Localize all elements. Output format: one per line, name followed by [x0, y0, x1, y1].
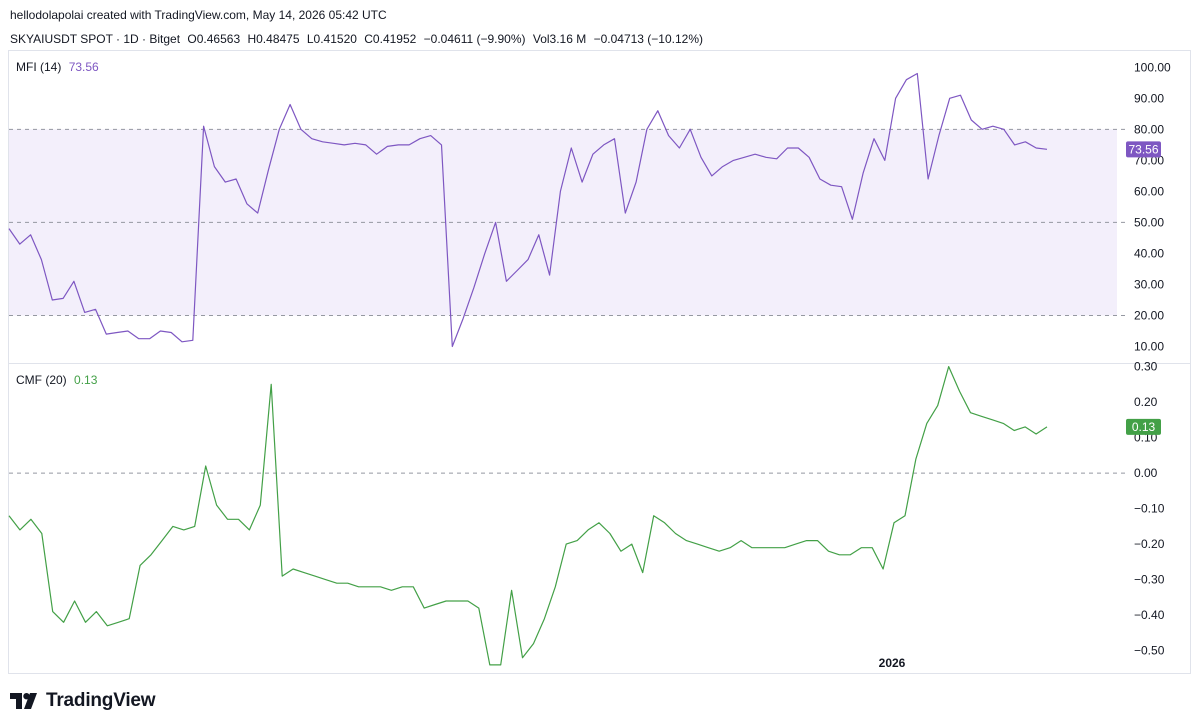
ohlc-close: C0.41952: [364, 32, 417, 46]
mfi-legend-value: 73.56: [68, 60, 99, 74]
cmf-y-tick-label-1: 0.20: [1134, 395, 1158, 409]
cmf-legend-value: 0.13: [74, 373, 98, 387]
chart-credit: hellodolapolai created with TradingView.…: [10, 8, 387, 22]
mfi-y-tick-label-0: 100.00: [1134, 60, 1171, 74]
symbol-info-bar: SKYAIUSDT SPOT · 1D · Bitget O0.46563 H0…: [10, 32, 707, 46]
mfi-y-tick-label-6: 40.00: [1134, 246, 1164, 260]
mfi-y-tick-label-2: 80.00: [1134, 122, 1164, 136]
ohlc-high: H0.48475: [247, 32, 300, 46]
mfi-y-tick-label-4: 60.00: [1134, 184, 1164, 198]
cmf-y-tick-label-3: 0.00: [1134, 466, 1158, 480]
mfi-y-tick-label-9: 10.00: [1134, 339, 1164, 353]
mfi-y-tick-label-8: 20.00: [1134, 308, 1164, 322]
cmf-y-tick-label-8: −0.50: [1134, 644, 1165, 658]
mfi-series-line: [8, 72, 1048, 348]
cmf-y-tick-label-4: −0.10: [1134, 502, 1165, 516]
cmf-legend[interactable]: CMF (20) 0.13: [16, 373, 97, 387]
cmf-y-tick-label-5: −0.20: [1134, 537, 1165, 551]
mfi-last-value-badge: [1126, 141, 1161, 158]
ohlc-low: L0.41520: [306, 32, 357, 46]
mfi-legend-name: MFI (14): [16, 60, 62, 74]
mfi-last-value-text: 73.56: [1128, 142, 1158, 156]
price-change: −0.04611 (−9.90%): [423, 32, 526, 46]
cmf-y-tick-label-7: −0.40: [1134, 608, 1165, 622]
mfi-y-tick-label-7: 30.00: [1134, 277, 1164, 291]
symbol-name[interactable]: SKYAIUSDT SPOT · 1D · Bitget: [10, 32, 181, 46]
cmf-series-line: [8, 366, 1048, 666]
ohlc-open: O0.46563: [187, 32, 241, 46]
tradingview-logo[interactable]: TradingView: [10, 690, 156, 712]
cmf-last-value-badge: [1126, 418, 1161, 435]
mfi-y-tick-label-5: 50.00: [1134, 215, 1164, 229]
tradingview-logo-icon: [10, 693, 37, 709]
chart-frame: [8, 50, 1191, 674]
cmf-last-value-text: 0.13: [1132, 420, 1156, 434]
mfi-y-tick-label-1: 90.00: [1134, 91, 1164, 105]
cmf-y-tick-label-0: 0.30: [1134, 360, 1158, 374]
volume-value: Vol3.16 M: [532, 32, 587, 46]
mfi-legend[interactable]: MFI (14) 73.56: [16, 60, 99, 74]
cmf-legend-name: CMF (20): [16, 373, 67, 387]
cmf-y-tick-label-6: −0.30: [1134, 573, 1165, 587]
volume-change: −0.04713 (−10.12%): [593, 32, 703, 46]
x-axis-year-label: 2026: [879, 656, 906, 670]
tradingview-logo-text: TradingView: [46, 690, 156, 711]
